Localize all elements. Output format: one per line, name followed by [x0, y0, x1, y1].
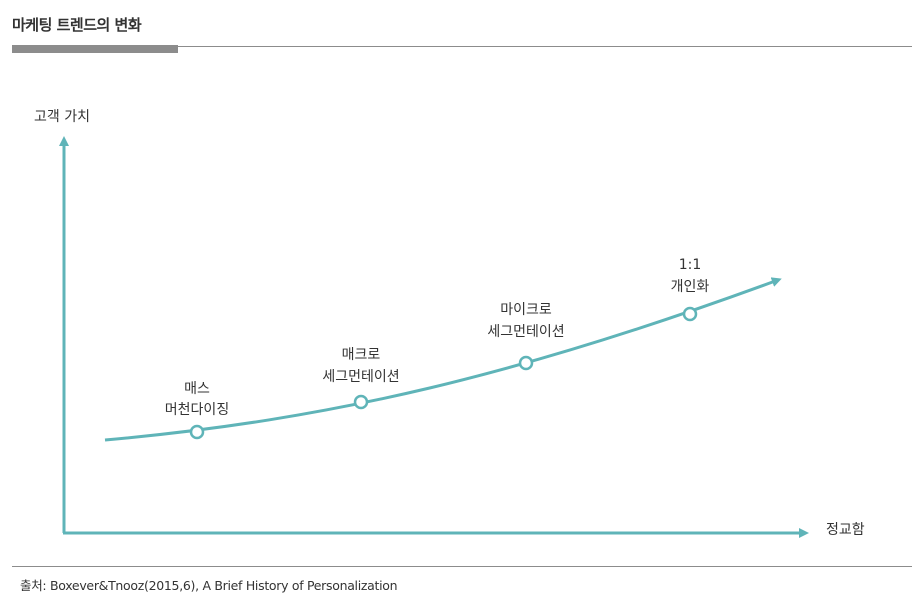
stage-marker-personal: [682, 306, 698, 322]
stage-marker-micro: [518, 355, 534, 371]
stage-marker-mass: [189, 424, 205, 440]
stage-label-macro-line1: 매크로: [342, 347, 381, 363]
stage-marker-macro: [353, 394, 369, 410]
stage-label-mass-line2: 머천다이징: [165, 402, 229, 418]
footer-divider: [12, 566, 912, 567]
stage-label-macro-line2: 세그먼테이션: [322, 369, 399, 385]
stage-label-personal-line1: 1:1: [679, 257, 702, 273]
page-title: 마케팅 트렌드의 변화: [12, 16, 142, 34]
y-axis-label: 고객 가치: [34, 109, 90, 125]
source-citation: 출처: Boxever&Tnooz(2015,6), A Brief Histo…: [20, 578, 398, 593]
stage-label-personal-line2: 개인화: [671, 279, 710, 295]
stage-label-micro-line2: 세그먼테이션: [487, 324, 564, 340]
stage-label-mass-line1: 매스: [184, 381, 210, 397]
stage-label-micro-line1: 마이크로: [500, 302, 552, 318]
title-accent-bar: [12, 45, 178, 53]
x-axis-label: 정교함: [826, 522, 865, 538]
title-divider: [12, 46, 912, 47]
